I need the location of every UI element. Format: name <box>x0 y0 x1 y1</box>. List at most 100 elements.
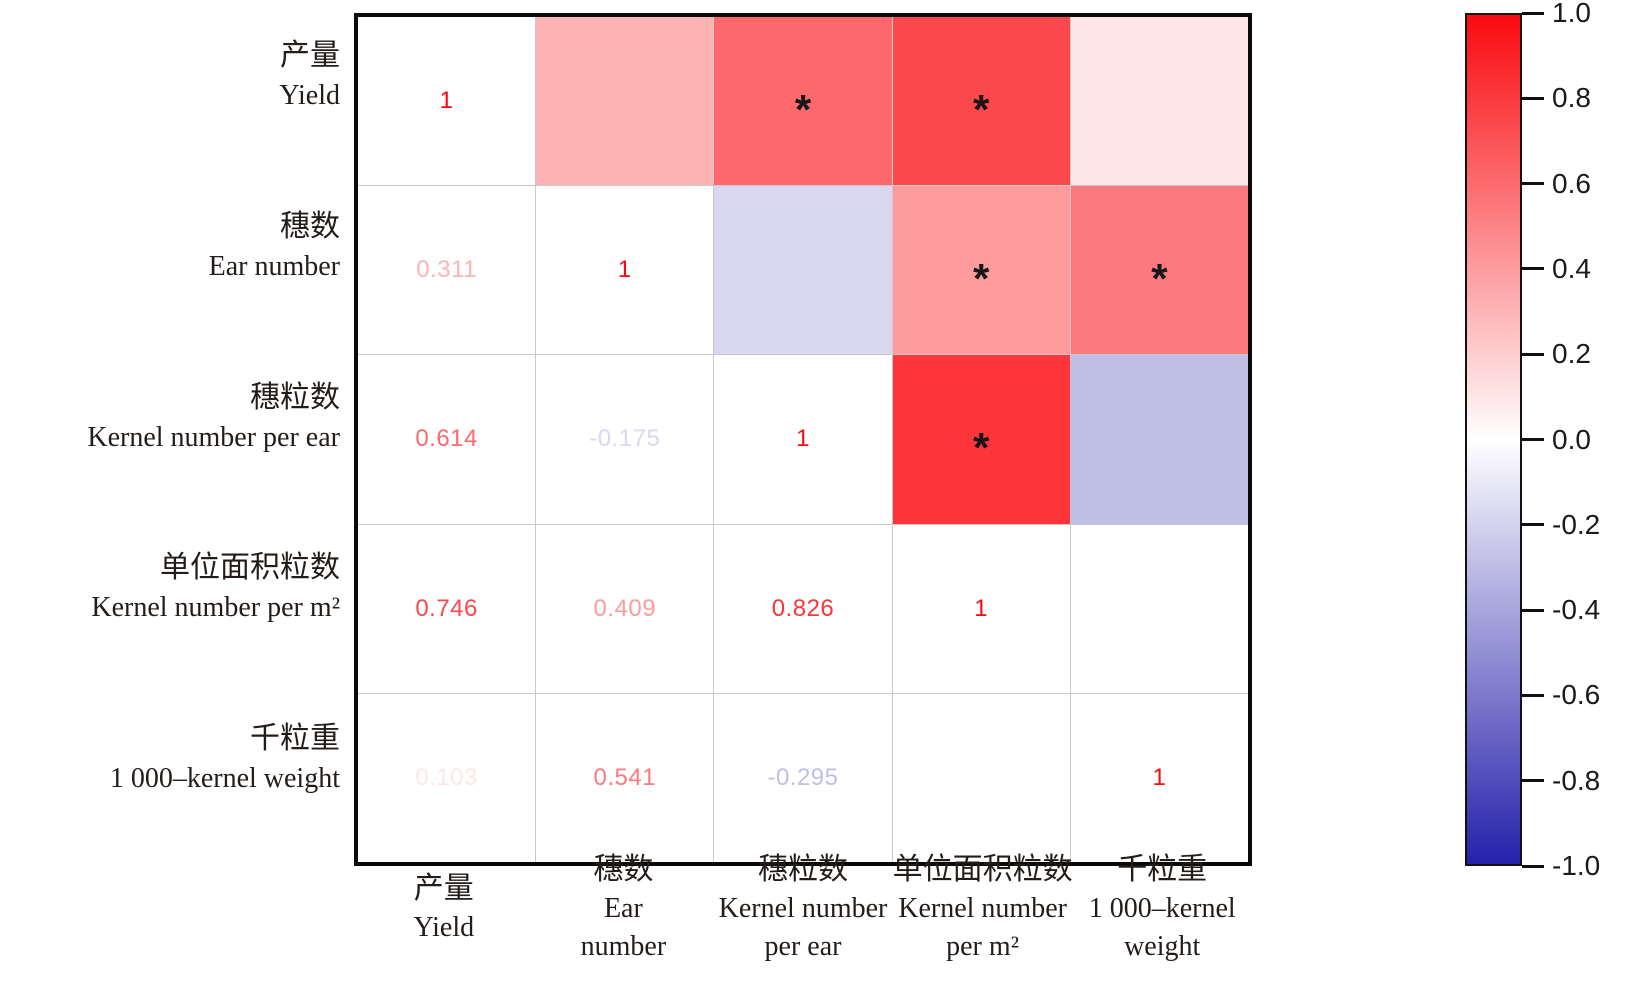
significance-star: * <box>794 86 812 134</box>
row-label-zh: 单位面积粒数 <box>160 551 340 585</box>
significance-star: * <box>973 255 990 303</box>
heatmap-cell <box>714 186 892 355</box>
heatmap-cell: 0.746 <box>358 524 536 693</box>
col-label-en: per m² <box>946 931 1020 962</box>
heatmap-cell: 0.826 <box>714 524 892 693</box>
heatmap-cell: 0.409 <box>536 524 714 693</box>
colorbar-tick-label: 0.0 <box>1552 423 1591 455</box>
row-label-en: 1 000–kernel weight <box>109 762 340 794</box>
colorbar-tick <box>1522 523 1544 527</box>
heatmap-cell: 1 <box>714 355 892 524</box>
colorbar-tick-label: 0.8 <box>1552 82 1591 114</box>
row-label-zh: 产量 <box>280 39 340 73</box>
significance-star: * <box>973 424 990 472</box>
correlation-value: -0.295 <box>767 763 839 791</box>
heatmap-cell: * <box>892 355 1070 524</box>
heatmap-cell: 0.311 <box>358 186 536 355</box>
row-label: 单位面积粒数 Kernel number per m² <box>0 546 340 628</box>
significance-star: * <box>973 86 990 134</box>
heatmap-cell: 1 <box>892 524 1070 693</box>
colorbar-tick <box>1522 11 1544 15</box>
correlation-value: 0.409 <box>593 594 657 622</box>
colorbar-tick-label: -0.6 <box>1552 679 1601 711</box>
col-label: 单位面积粒数 Kernel number per m² <box>843 850 1123 966</box>
col-label-en: 1 000–kernel <box>1088 893 1236 924</box>
row-label-zh: 穗粒数 <box>250 380 340 414</box>
colorbar-gradient <box>1467 15 1520 864</box>
heatmap-cell: 1 <box>1070 693 1248 862</box>
heatmap-cell: 1 <box>358 17 536 186</box>
col-label: 千粒重 1 000–kernel weight <box>1022 850 1302 966</box>
col-label-en: Kernel number <box>718 893 888 924</box>
colorbar-tick-label: -0.4 <box>1552 594 1601 626</box>
row-label-en: Ear number <box>208 250 340 282</box>
col-label-zh: 单位面积粒数 <box>892 853 1073 886</box>
correlation-value: 0.103 <box>415 763 478 791</box>
correlation-value: 1 <box>617 256 632 284</box>
correlation-value: 1 <box>974 594 989 622</box>
row-label-en: Yield <box>279 80 340 112</box>
row-labels-group: 产量 Yield 穗数 Ear number 穗粒数 Kernel number per … <box>0 0 346 880</box>
heatmap-cell: 0.614 <box>358 355 536 524</box>
row-label: 产量 Yield <box>0 34 340 116</box>
col-label: 穗数 Ear number <box>483 850 763 966</box>
col-label-en: number <box>580 931 667 962</box>
correlation-value: 0.746 <box>415 594 478 622</box>
row-label-zh: 千粒重 <box>250 721 340 755</box>
colorbar-tick-label: 1.0 <box>1552 0 1591 28</box>
row-label: 千粒重 1 000–kernel weight <box>0 717 340 799</box>
row-label-en: Kernel number per m² <box>91 592 340 624</box>
colorbar-tick <box>1522 96 1544 100</box>
heatmap-cell: -0.175 <box>536 355 714 524</box>
col-label: 产量 Yield <box>304 850 584 966</box>
col-label-en: per ear <box>764 931 842 962</box>
heatmap-cell: * <box>892 17 1070 186</box>
col-label-en: Yield <box>413 912 475 943</box>
col-label-en: Kernel number <box>898 893 1067 924</box>
col-label-en: Ear <box>603 893 643 924</box>
correlation-value: 1 <box>796 425 810 453</box>
heatmap-cell <box>892 693 1070 862</box>
correlation-value: -0.175 <box>589 425 661 453</box>
col-label-zh: 穗粒数 <box>758 853 848 886</box>
colorbar-tick-label: 0.2 <box>1552 338 1591 370</box>
correlation-value: 0.311 <box>416 256 477 284</box>
correlation-value: 0.826 <box>771 594 835 622</box>
col-label-zh: 穗数 <box>593 853 654 886</box>
heatmap-cell: * <box>714 17 892 186</box>
colorbar-tick-label: 0.6 <box>1552 167 1591 199</box>
colorbar-tick <box>1522 267 1544 271</box>
heatmap-cell: * <box>892 186 1070 355</box>
correlation-value: 0.614 <box>415 425 478 453</box>
colorbar-tick <box>1522 779 1544 783</box>
colorbar-tick <box>1522 693 1544 697</box>
colorbar-tick-label: -0.2 <box>1552 508 1601 540</box>
col-label-zh: 产量 <box>413 872 474 905</box>
heatmap-cell: * <box>1070 186 1248 355</box>
colorbar-tick <box>1522 352 1544 356</box>
col-label-zh: 千粒重 <box>1117 853 1208 886</box>
correlation-value: 1 <box>439 87 454 115</box>
correlation-value: 0.541 <box>593 763 657 791</box>
heatmap-cell <box>1070 17 1248 186</box>
colorbar-tick <box>1522 182 1544 186</box>
correlation-value: 1 <box>1152 763 1167 791</box>
colorbar-tick-label: 0.4 <box>1552 252 1591 284</box>
heatmap-cell <box>1070 355 1248 524</box>
colorbar-tick-label: -0.8 <box>1552 764 1601 796</box>
col-label-en: weight <box>1124 931 1201 962</box>
colorbar-tick <box>1522 608 1544 612</box>
colorbar-tick-label: -1.0 <box>1552 850 1601 881</box>
heatmap-cell: 1 <box>536 186 714 355</box>
correlation-matrix: 1 * * 0.311 1 * * 0.614 -0.175 1 * 0.746 0.409 0.826 1… <box>354 13 1252 866</box>
heatmap-cell: 0.541 <box>536 693 714 862</box>
colorbar <box>1465 13 1522 866</box>
heatmap-cell <box>536 17 714 186</box>
row-label: 穗粒数 Kernel number per ear <box>0 376 340 458</box>
row-label-zh: 穗数 <box>280 209 340 243</box>
row-label-en: Kernel number per ear <box>87 421 340 453</box>
significance-star: * <box>1151 255 1168 303</box>
row-label: 穗数 Ear number <box>0 205 340 287</box>
col-label: 穗粒数 Kernel number per ear <box>663 850 943 966</box>
